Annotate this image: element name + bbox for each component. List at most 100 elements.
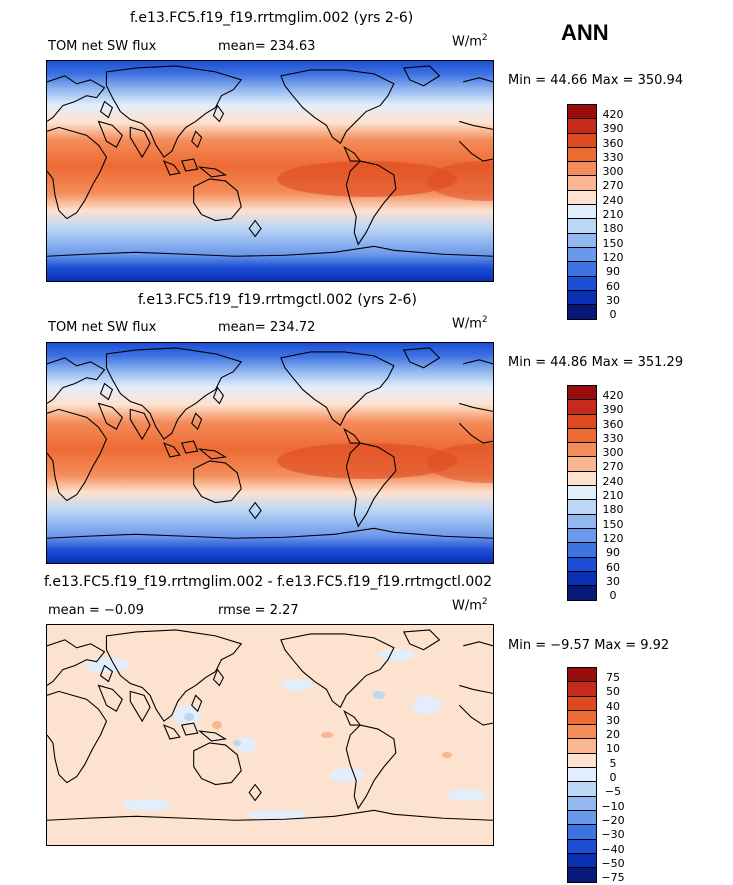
colorbar-tick-label: 330 <box>602 150 624 164</box>
colorbar-swatch <box>568 486 596 501</box>
colorbar-tick-label: 150 <box>602 517 624 531</box>
colorbar-swatch <box>568 514 596 529</box>
colorbar-swatch <box>568 176 596 191</box>
colorbar-tick-label: 5 <box>609 756 617 770</box>
colorbar-swatch <box>568 682 596 697</box>
colorbar-tick-label: 30 <box>606 574 620 588</box>
colorbar-tick-label: 120 <box>602 250 624 264</box>
panel3-minmax: Min = −9.57 Max = 9.92 <box>508 638 670 653</box>
colorbar-swatch <box>568 571 596 587</box>
panel3-title: f.e13.FC5.f19_f19.rrtmglim.002 - f.e13.F… <box>44 574 493 590</box>
colorbar-tick-label: 40 <box>606 699 620 713</box>
colorbar-tick-label: 270 <box>602 460 624 474</box>
colorbar-tick-label: 120 <box>602 531 624 545</box>
colorbar-tick-label: 240 <box>602 193 624 207</box>
panel3-map <box>46 624 494 846</box>
colorbar-tick-label: 0 <box>609 308 617 322</box>
colorbar-tick-label: 420 <box>602 108 624 121</box>
panel1-colorbar-ticks: 420 390 360 330 300 270 240 210 180 150 120 90 60 30 0 <box>600 108 626 322</box>
colorbar-swatch <box>568 557 596 572</box>
panel2-variable-label: TOM net SW flux <box>48 320 157 335</box>
colorbar-swatch <box>568 868 596 883</box>
colorbar-tick-label: −20 <box>601 813 625 827</box>
colorbar-tick-label: 50 <box>606 685 620 699</box>
colorbar-swatch <box>568 825 596 840</box>
colorbar-tick-label: 300 <box>602 165 624 179</box>
panel3-mean-label: mean = −0.09 <box>48 603 144 618</box>
colorbar-tick-label: 390 <box>602 403 624 417</box>
panel1-field <box>47 61 493 281</box>
panel3-field <box>47 625 493 845</box>
colorbar-swatch <box>568 219 596 234</box>
colorbar-swatch <box>568 457 596 472</box>
colorbar-swatch <box>568 190 596 206</box>
colorbar-swatch <box>568 400 596 415</box>
panel1-mean-label: mean= 234.63 <box>218 39 316 54</box>
colorbar-swatch <box>568 133 596 148</box>
panel2-minmax: Min = 44.86 Max = 351.29 <box>508 355 684 370</box>
colorbar-swatch <box>568 768 596 783</box>
panel1-variable-label: TOM net SW flux <box>48 39 157 54</box>
colorbar-tick-label: 360 <box>602 417 624 431</box>
colorbar-swatch <box>568 853 596 869</box>
panel2-field <box>47 343 493 563</box>
colorbar-swatch <box>568 147 596 163</box>
colorbar-tick-label: −30 <box>601 828 625 842</box>
colorbar-tick-label: −40 <box>601 842 625 856</box>
colorbar-tick-label: 300 <box>602 446 624 460</box>
panel2-title: f.e13.FC5.f19_f19.rrtmgctl.002 (yrs 2-6) <box>138 292 417 308</box>
colorbar-swatch <box>568 443 596 458</box>
colorbar-tick-label: −75 <box>601 871 625 885</box>
colorbar-swatch <box>568 119 596 134</box>
colorbar-swatch <box>568 710 596 726</box>
colorbar-swatch <box>568 247 596 263</box>
colorbar-swatch <box>568 428 596 444</box>
panel3-colorbar <box>567 667 597 884</box>
panel1-colorbar <box>567 104 597 321</box>
colorbar-swatch <box>568 414 596 429</box>
colorbar-swatch <box>568 796 596 811</box>
panel3-colorbar-ticks: 75 50 40 30 20 10 5 0 −5 −10 −20 −30 −40 −50 −75 <box>600 671 626 885</box>
panel1-title: f.e13.FC5.f19_f19.rrtmglim.002 (yrs 2-6) <box>130 10 414 26</box>
colorbar-swatch <box>568 386 596 401</box>
colorbar-tick-label: 270 <box>602 179 624 193</box>
colorbar-tick-label: 75 <box>606 671 620 684</box>
colorbar-swatch <box>568 739 596 754</box>
colorbar-swatch <box>568 305 596 320</box>
panel2-units-label: W/m2 <box>452 315 488 332</box>
colorbar-tick-label: 180 <box>602 503 624 517</box>
colorbar-tick-label: 150 <box>602 236 624 250</box>
colorbar-swatch <box>568 276 596 291</box>
panel2-map <box>46 342 494 564</box>
colorbar-tick-label: 10 <box>606 742 620 756</box>
colorbar-tick-label: 180 <box>602 222 624 236</box>
colorbar-swatch <box>568 205 596 220</box>
colorbar-swatch <box>568 586 596 601</box>
colorbar-tick-label: −5 <box>604 785 622 799</box>
panel2-colorbar <box>567 385 597 602</box>
colorbar-swatch <box>568 782 596 797</box>
colorbar-swatch <box>568 668 596 683</box>
colorbar-swatch <box>568 753 596 769</box>
colorbar-swatch <box>568 262 596 277</box>
panel1-units-label: W/m2 <box>452 33 488 50</box>
colorbar-tick-label: 60 <box>606 279 620 293</box>
colorbar-tick-label: 90 <box>606 265 620 279</box>
panel1-minmax: Min = 44.66 Max = 350.94 <box>508 73 684 88</box>
panel2-colorbar-ticks: 420 390 360 330 300 270 240 210 180 150 120 90 60 30 0 <box>600 389 626 603</box>
colorbar-tick-label: 390 <box>602 122 624 136</box>
colorbar-tick-label: 330 <box>602 431 624 445</box>
colorbar-swatch <box>568 810 596 826</box>
panel3-units-label: W/m2 <box>452 597 488 614</box>
panel2-mean-label: mean= 234.72 <box>218 320 316 335</box>
colorbar-tick-label: 0 <box>609 771 617 785</box>
colorbar-swatch <box>568 233 596 248</box>
colorbar-tick-label: 360 <box>602 136 624 150</box>
colorbar-tick-label: −50 <box>601 856 625 870</box>
colorbar-tick-label: 0 <box>609 589 617 603</box>
colorbar-tick-label: 420 <box>602 389 624 402</box>
colorbar-tick-label: 30 <box>606 293 620 307</box>
colorbar-swatch <box>568 725 596 740</box>
colorbar-swatch <box>568 696 596 711</box>
colorbar-swatch <box>568 471 596 487</box>
